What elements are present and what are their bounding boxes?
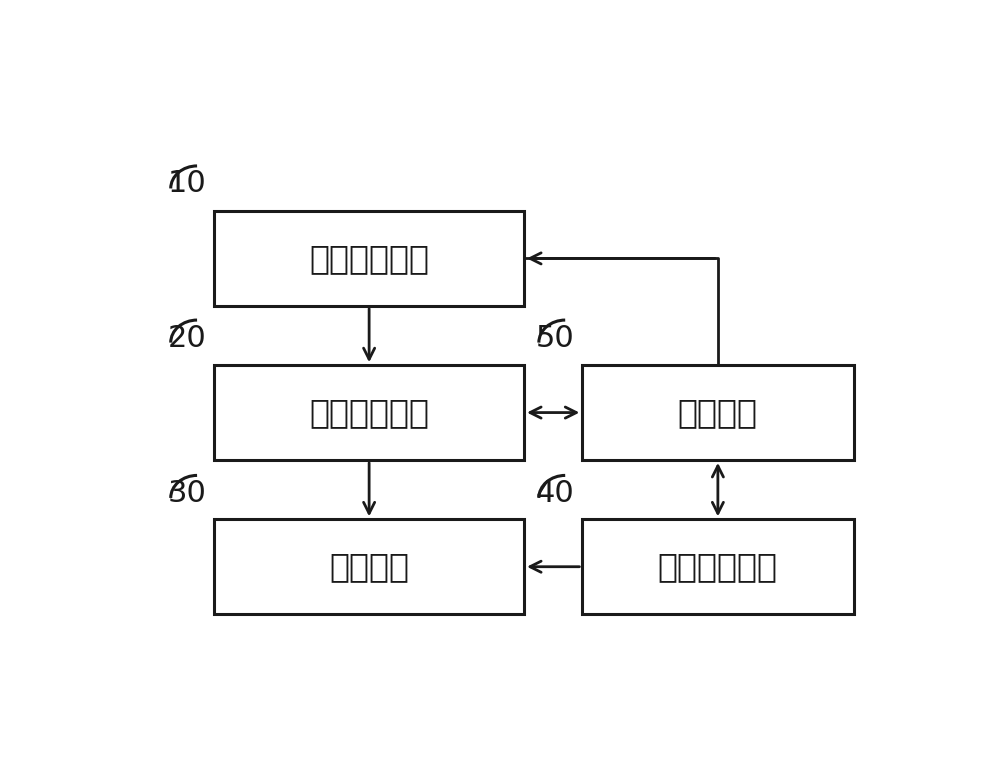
FancyBboxPatch shape <box>214 519 524 614</box>
Text: 电池测试设备: 电池测试设备 <box>658 551 778 583</box>
Text: 40: 40 <box>536 479 574 508</box>
Text: 10: 10 <box>168 169 206 199</box>
FancyBboxPatch shape <box>582 365 854 460</box>
FancyBboxPatch shape <box>214 365 524 460</box>
Text: 样品设备: 样品设备 <box>329 551 409 583</box>
FancyBboxPatch shape <box>214 211 524 306</box>
Text: 控制设备: 控制设备 <box>678 396 758 429</box>
Text: 磁场采集设备: 磁场采集设备 <box>309 396 429 429</box>
Text: 30: 30 <box>168 479 207 508</box>
Text: 50: 50 <box>536 323 574 353</box>
FancyBboxPatch shape <box>582 519 854 614</box>
Text: 20: 20 <box>168 323 206 353</box>
Text: 运动扫描设备: 运动扫描设备 <box>309 242 429 275</box>
